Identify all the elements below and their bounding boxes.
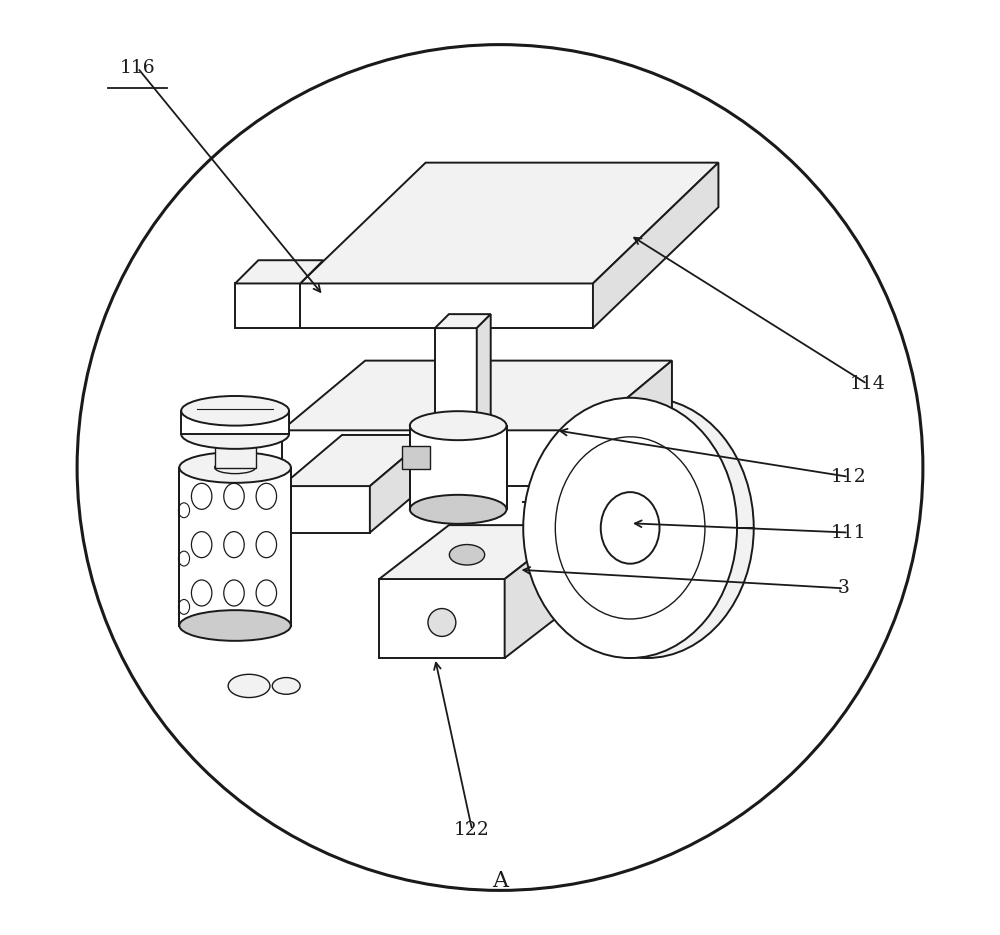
Polygon shape: [235, 260, 323, 283]
Polygon shape: [505, 525, 574, 658]
Text: 3: 3: [838, 580, 850, 597]
Polygon shape: [435, 314, 491, 328]
Ellipse shape: [449, 544, 485, 565]
Ellipse shape: [523, 397, 737, 658]
Polygon shape: [300, 283, 593, 328]
Ellipse shape: [179, 453, 291, 482]
Ellipse shape: [410, 411, 507, 440]
Ellipse shape: [181, 396, 289, 425]
Polygon shape: [181, 410, 289, 434]
Ellipse shape: [601, 492, 660, 564]
Polygon shape: [402, 446, 430, 469]
Polygon shape: [300, 163, 718, 283]
Ellipse shape: [179, 611, 291, 640]
Polygon shape: [282, 486, 370, 533]
Ellipse shape: [623, 498, 671, 557]
Polygon shape: [379, 579, 505, 658]
Polygon shape: [410, 425, 507, 510]
Polygon shape: [588, 361, 672, 486]
Text: A: A: [492, 870, 508, 892]
Text: 122: 122: [454, 821, 490, 839]
Text: 111: 111: [831, 524, 866, 541]
Ellipse shape: [428, 609, 456, 637]
Ellipse shape: [215, 461, 256, 474]
Polygon shape: [379, 525, 574, 579]
Polygon shape: [593, 163, 718, 328]
Polygon shape: [282, 430, 588, 486]
Text: 112: 112: [831, 468, 866, 486]
Text: 114: 114: [849, 375, 885, 393]
Polygon shape: [179, 468, 291, 626]
Text: 116: 116: [120, 59, 155, 77]
Ellipse shape: [540, 397, 754, 658]
Ellipse shape: [215, 436, 256, 448]
Polygon shape: [235, 283, 300, 328]
Polygon shape: [477, 314, 491, 449]
Ellipse shape: [228, 674, 270, 698]
Polygon shape: [370, 435, 430, 533]
Polygon shape: [435, 328, 477, 449]
Ellipse shape: [272, 678, 300, 695]
Polygon shape: [282, 361, 672, 430]
Ellipse shape: [410, 495, 507, 524]
Polygon shape: [215, 441, 256, 468]
Polygon shape: [282, 435, 430, 486]
Ellipse shape: [181, 419, 289, 449]
